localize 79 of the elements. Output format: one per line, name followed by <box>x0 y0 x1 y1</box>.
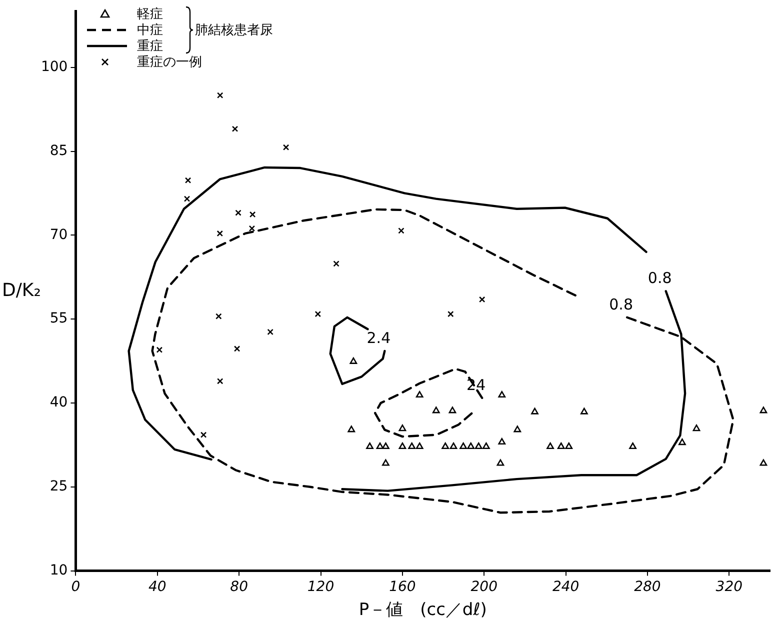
point <box>498 438 506 445</box>
point <box>216 313 222 320</box>
point <box>448 406 456 414</box>
point <box>398 442 406 450</box>
point <box>282 144 290 150</box>
point <box>565 442 573 450</box>
point <box>474 442 482 450</box>
point <box>448 310 454 318</box>
point <box>416 442 424 450</box>
point <box>348 426 356 432</box>
x-axis-title: P－値 (cc／dℓ) <box>358 600 487 620</box>
point <box>760 406 768 414</box>
y-axis-title: D/K₂ <box>2 280 41 301</box>
point <box>546 442 554 450</box>
point <box>382 459 390 466</box>
point <box>232 126 238 132</box>
y-tick-label: 10 <box>50 562 68 578</box>
point <box>531 408 538 414</box>
point <box>156 346 163 353</box>
point <box>467 442 475 450</box>
point <box>200 432 207 438</box>
point <box>442 442 450 450</box>
x-tick-label: 160 <box>389 578 416 595</box>
point <box>184 177 192 184</box>
legend-label: 重症の一例 <box>137 54 202 71</box>
point <box>234 346 240 352</box>
x-tick-label: 320 <box>716 578 743 595</box>
y-tick-label: 55 <box>50 310 68 327</box>
y-tick-label: 85 <box>50 142 68 159</box>
point <box>692 424 700 432</box>
point <box>249 211 256 218</box>
point <box>498 391 506 398</box>
x-tick-label: 40 <box>148 578 166 595</box>
point <box>398 228 404 234</box>
point <box>382 442 390 450</box>
legend-label: 中症 <box>137 22 163 39</box>
y-tick-label: 70 <box>50 226 68 243</box>
point <box>314 310 322 318</box>
point <box>366 442 374 450</box>
x-tick-label: 80 <box>230 578 248 595</box>
y-tick-label: 100 <box>40 58 68 75</box>
point <box>580 408 588 414</box>
x-tick-label: 120 <box>307 578 334 595</box>
y-tick-label: 40 <box>50 394 68 411</box>
point <box>376 442 384 450</box>
point <box>460 442 467 450</box>
x-tick-label: 200 <box>470 578 498 595</box>
point <box>432 406 440 414</box>
point <box>248 225 256 232</box>
legend-label: 軽症 <box>137 6 163 23</box>
legend-title: 肺結核患者尿 <box>195 22 273 39</box>
point <box>557 442 565 450</box>
point <box>333 260 340 267</box>
point <box>216 378 224 384</box>
y-tick-label: 25 <box>50 478 68 495</box>
point <box>678 438 686 446</box>
x-tick-label: 240 <box>552 578 580 595</box>
point <box>450 442 458 450</box>
x-tick-label: 0 <box>71 578 80 595</box>
point <box>216 230 224 237</box>
point <box>629 442 636 450</box>
point <box>267 328 274 336</box>
point <box>482 442 490 450</box>
point <box>398 424 406 432</box>
point <box>408 442 416 450</box>
annotation: 0.8 <box>609 295 633 314</box>
point <box>416 391 424 398</box>
point <box>216 92 224 98</box>
point <box>496 459 504 466</box>
annotation: 0.8 <box>648 268 672 287</box>
point <box>184 196 190 202</box>
annotation: 2.4 <box>366 328 391 347</box>
point <box>514 426 522 432</box>
point <box>760 459 768 466</box>
point <box>235 210 242 216</box>
point <box>350 357 358 364</box>
x-tick-label: 280 <box>634 578 661 595</box>
legend-label: 重症 <box>137 38 163 55</box>
point <box>478 296 486 303</box>
